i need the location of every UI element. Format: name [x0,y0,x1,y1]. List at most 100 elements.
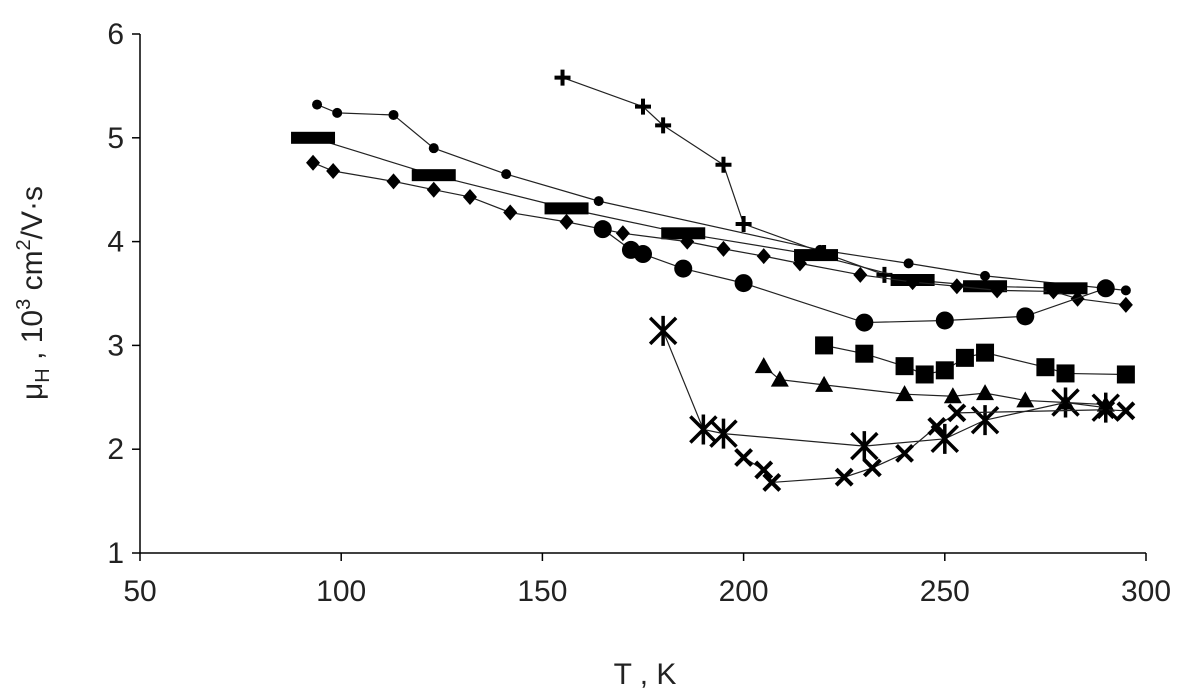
data-point [970,405,1000,436]
series-line [662,330,1106,447]
data-point [834,467,854,487]
series-x-cross [734,400,1136,492]
axes: 1 2 3 4 5 6 50 100 150 200 250 300 [107,18,1171,608]
data-point [955,348,974,367]
data-point [388,109,399,120]
data-point [930,423,960,454]
series-diamond [306,154,1133,313]
data-point [754,357,773,374]
x-tick-label: 300 [1121,575,1171,608]
x-axis-title: T , K [614,658,677,691]
y-tick-label: 4 [107,226,124,259]
data-point [1096,279,1115,298]
data-point [559,213,574,230]
y-tick-label: 2 [107,433,124,466]
data-point [976,343,995,362]
data-point [895,385,914,402]
data-point [312,99,323,110]
data-point [291,131,336,144]
data-point [1120,285,1131,296]
data-point [1046,283,1061,300]
data-point [895,357,914,376]
series-group [291,69,1136,492]
data-point [876,266,893,283]
y-axis-title-symbol: μ [16,383,49,400]
data-point [927,416,947,436]
series-line [743,409,1126,484]
data-point [462,188,477,205]
series-line [823,344,1126,376]
data-point [895,443,914,463]
data-point [332,107,343,118]
data-point [715,156,732,173]
data-point [544,202,589,215]
data-point [680,233,695,250]
x-tick-label: 150 [517,575,567,608]
data-point [855,313,874,332]
data-point [428,143,439,154]
data-point [762,473,782,492]
data-point [735,215,752,232]
data-point [903,258,914,269]
y-tick-label: 6 [107,18,124,51]
data-point [615,225,630,242]
series-asterisk [648,315,1120,462]
data-point [386,173,401,190]
data-point [593,220,612,239]
x-tick-label: 100 [316,575,366,608]
data-point [770,370,789,387]
data-point [949,278,964,295]
data-point [648,315,678,346]
data-point [976,384,995,401]
data-point [1096,400,1116,420]
data-point [1036,358,1055,377]
data-point [915,365,934,384]
data-point [716,240,731,257]
data-point [935,361,954,380]
data-point [1016,391,1035,408]
x-tick-label: 250 [920,575,970,608]
series-small-circle [312,99,1131,296]
data-point [853,266,868,283]
data-point [634,245,652,264]
y-axis-title-unit: cm [16,250,49,298]
series-square [815,336,1135,384]
data-point [815,336,834,355]
x-tick-label: 200 [719,575,769,608]
data-point [306,154,321,171]
data-point [935,311,954,330]
data-point [411,169,456,182]
data-point [501,169,512,180]
y-axis-title: μH , 103 cm2/V·s [13,186,54,400]
data-point [689,414,718,445]
data-point [990,282,1005,299]
series-circle [593,220,1115,332]
y-axis-title-superscript-2: 2 [13,239,35,250]
data-point [855,344,874,363]
data-point [850,431,879,462]
y-tick-label: 1 [107,537,124,570]
y-axis-title-end: /V·s [16,186,49,239]
data-point [905,274,920,291]
data-point [862,458,882,478]
data-point [1116,401,1136,421]
data-point [674,259,693,278]
data-point [980,270,991,281]
data-point [1056,364,1075,383]
data-point [1118,296,1133,313]
data-point [635,98,651,115]
y-axis-title-subscript: H [32,368,54,382]
data-point [794,249,839,262]
data-point [503,204,518,221]
data-point [709,418,738,449]
data-point [1116,365,1135,384]
data-point [734,274,753,293]
data-point [815,375,834,392]
series-line [316,104,1126,291]
y-axis-title-superscript: 3 [13,299,35,310]
data-point [554,69,571,86]
data-point [756,248,771,265]
data-point [947,403,967,423]
data-point [655,117,672,134]
